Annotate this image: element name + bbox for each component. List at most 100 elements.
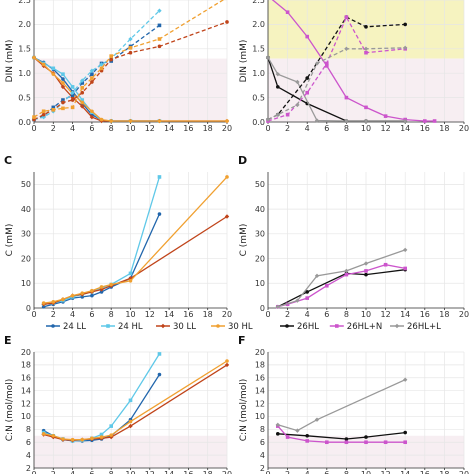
data-point xyxy=(363,46,369,51)
x-tick-label: 20 xyxy=(222,470,232,474)
data-point xyxy=(364,272,368,277)
series-line xyxy=(33,0,225,118)
data-point xyxy=(51,300,56,304)
legend-marker xyxy=(51,324,55,328)
x-tick-label: 0 xyxy=(265,310,270,319)
y-tick-label: 40 xyxy=(255,205,265,214)
data-point xyxy=(225,359,229,363)
data-point xyxy=(128,36,133,42)
x-tick-label: 8 xyxy=(344,310,349,319)
data-point xyxy=(364,105,368,110)
y-tick-label: 0 xyxy=(260,304,265,313)
panel-b: 0 2 4 6 8 10 12 14 16 18 20 0.0 0.5 1.0 1.5 2.0 2.5 DIN (… xyxy=(239,0,469,133)
x-tick-label: 12 xyxy=(381,124,391,133)
x-tick-label: 16 xyxy=(183,470,193,474)
x-tick-label: 8 xyxy=(109,470,114,474)
legend-label: 30 LL xyxy=(173,322,196,332)
data-point xyxy=(51,66,56,71)
data-point xyxy=(109,54,113,58)
x-tick-label: 18 xyxy=(439,470,449,474)
data-point xyxy=(275,304,280,309)
x-tick-label: 2 xyxy=(285,310,290,319)
data-point xyxy=(89,114,95,120)
data-point xyxy=(285,435,290,439)
x-tick-label: 10 xyxy=(361,470,371,474)
series-line xyxy=(271,0,435,122)
data-point xyxy=(225,20,229,24)
x-tick-label: 4 xyxy=(305,470,310,474)
data-point xyxy=(70,90,75,95)
data-point xyxy=(325,283,329,288)
data-point xyxy=(403,247,408,253)
data-point xyxy=(363,118,369,124)
data-point xyxy=(275,112,280,117)
y-tick-label: 4 xyxy=(26,451,31,460)
series-26hl-l xyxy=(265,45,408,122)
data-point xyxy=(305,90,309,95)
data-point xyxy=(423,119,427,123)
series-30-hl xyxy=(41,175,229,305)
y-tick-label: 14 xyxy=(255,386,265,395)
plot-area xyxy=(41,352,230,443)
x-tick-label: 16 xyxy=(420,310,430,319)
data-point xyxy=(285,112,290,117)
x-tick-label: 2 xyxy=(285,124,290,133)
legend-marker xyxy=(160,323,166,329)
legend-marker xyxy=(335,324,339,328)
x-tick-label: 10 xyxy=(361,124,371,133)
data-point xyxy=(41,62,46,67)
legend-label: 26HL+L xyxy=(407,322,441,332)
data-point xyxy=(403,118,408,124)
data-point xyxy=(80,86,85,90)
data-point xyxy=(99,290,104,294)
data-point xyxy=(99,285,104,289)
data-point xyxy=(109,282,113,287)
y-axis-title: DIN (mM) xyxy=(5,40,15,83)
y-tick-label: 10 xyxy=(255,412,265,421)
data-point xyxy=(344,46,349,51)
y-tick-label: 10 xyxy=(21,412,31,421)
data-point xyxy=(41,301,46,305)
legend-label: 24 HL xyxy=(118,322,143,332)
plot-area xyxy=(265,0,437,124)
data-point xyxy=(128,46,133,50)
x-tick-label: 12 xyxy=(381,470,391,474)
x-tick-label: 2 xyxy=(51,124,56,133)
legend-label: 26HL+N xyxy=(347,322,382,332)
x-tick-label: 4 xyxy=(305,310,310,319)
x-tick-label: 20 xyxy=(222,124,232,133)
x-tick-label: 20 xyxy=(459,310,469,319)
x-tick-label: 6 xyxy=(324,124,329,133)
y-tick-label: 1.5 xyxy=(18,45,31,54)
x-tick-label: 14 xyxy=(400,470,410,474)
data-point xyxy=(80,81,85,85)
y-axis-title: C:N (mol/mol) xyxy=(239,379,249,442)
data-point xyxy=(41,114,46,120)
data-point xyxy=(99,117,104,122)
y-tick-label: 0.5 xyxy=(18,93,31,102)
data-point xyxy=(61,437,65,441)
y-tick-label: 50 xyxy=(21,180,31,189)
data-point xyxy=(157,372,162,377)
data-point xyxy=(275,71,280,77)
data-point xyxy=(70,293,75,298)
x-tick-label: 4 xyxy=(305,124,310,133)
y-axis-title: C (mM) xyxy=(5,224,15,257)
data-point xyxy=(225,119,229,123)
y-tick-label: 6 xyxy=(260,438,265,447)
data-point xyxy=(109,119,113,123)
legend: 24 LL 24 HL 30 LL 30 HL xyxy=(46,322,253,332)
series-line xyxy=(277,379,406,432)
plot-area xyxy=(31,0,230,124)
legend-label: 24 LL xyxy=(63,322,86,332)
data-point xyxy=(128,271,133,276)
x-tick-label: 18 xyxy=(203,470,213,474)
data-point xyxy=(157,23,162,28)
data-point xyxy=(99,435,104,439)
y-tick-label: 16 xyxy=(21,374,31,383)
y-tick-label: 2 xyxy=(26,464,31,473)
data-point xyxy=(128,119,133,123)
y-tick-label: 1.5 xyxy=(252,45,265,54)
x-tick-label: 14 xyxy=(400,310,410,319)
data-point xyxy=(224,362,230,368)
